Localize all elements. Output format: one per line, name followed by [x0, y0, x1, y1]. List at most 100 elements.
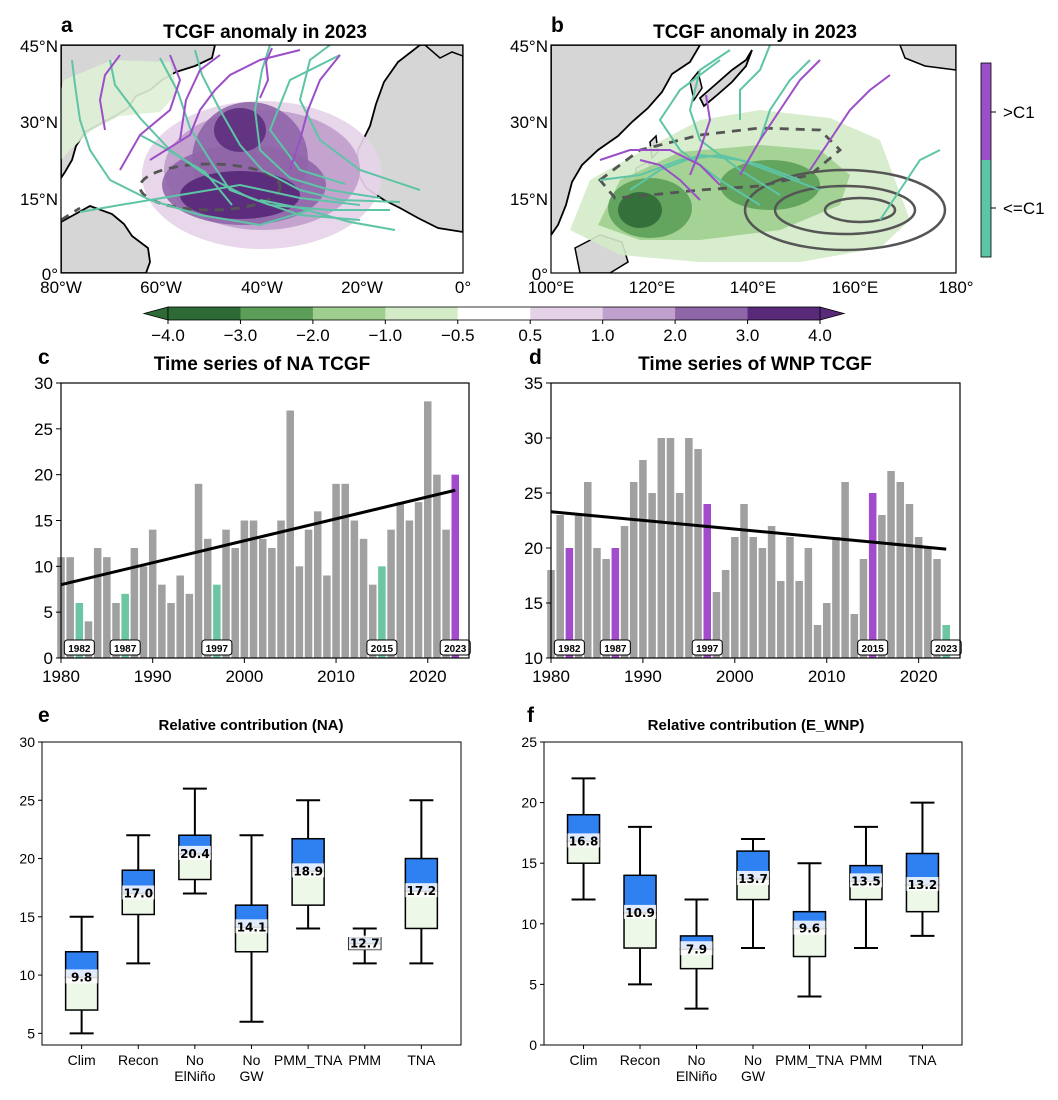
y-tick-label: 30	[524, 429, 543, 448]
legend-label-c1plus: >C1	[1003, 103, 1035, 122]
bar	[112, 603, 120, 658]
colorbar-tick-label: −0.5	[441, 326, 475, 345]
colorbar-extend-min	[142, 306, 169, 321]
median-label: 17.2	[407, 884, 437, 898]
panel-e-title: Relative contribution (NA)	[158, 717, 343, 734]
bar	[414, 502, 423, 658]
bar	[176, 575, 184, 658]
event-label: 1987	[114, 644, 137, 655]
bar	[359, 538, 368, 658]
x-tick-label: No	[186, 1052, 204, 1068]
bar	[93, 548, 102, 658]
land-south-america	[61, 205, 151, 273]
median-label: 13.5	[851, 874, 881, 888]
lat-tick: 30°N	[20, 113, 58, 132]
median-label-bg	[122, 885, 155, 900]
bar	[378, 566, 386, 658]
bar	[286, 410, 294, 658]
bar	[332, 483, 340, 658]
bar	[813, 625, 822, 658]
trend-line	[550, 510, 947, 551]
bar	[712, 592, 721, 658]
x-tick-label: GW	[741, 1068, 766, 1084]
panel-a-title: TCGF anomaly in 2023	[163, 22, 367, 43]
bar	[675, 493, 684, 658]
median-label-bg	[348, 935, 381, 950]
median-label: 9.8	[71, 970, 92, 984]
panel-c-letter: c	[38, 346, 50, 369]
event-label-box	[553, 639, 585, 656]
colorbar-tick-label: −4.0	[151, 326, 185, 345]
lon-tick: 100°E	[528, 278, 575, 297]
bar	[620, 526, 629, 658]
x-tick-label: Recon	[620, 1052, 660, 1068]
legend-swatch-c1minus	[981, 160, 991, 257]
lon-tick: 180°	[938, 278, 973, 297]
bar	[639, 460, 647, 658]
bar	[185, 593, 194, 658]
tc-tracks-b	[599, 45, 941, 221]
lon-tick: 0°	[455, 278, 471, 297]
event-label-box	[599, 639, 631, 656]
x-tick-label: 1990	[134, 667, 172, 686]
y-tick-label: 5	[529, 976, 537, 992]
median-label-bg	[405, 883, 438, 898]
lon-tick: 80°W	[40, 278, 82, 297]
x-tick-label: 1990	[624, 667, 662, 686]
bar	[786, 537, 794, 658]
y-tick-label: 5	[27, 1025, 35, 1041]
panel-b-lon-ticks: 100°E 120°E 140°E 160°E 180°	[528, 278, 974, 297]
y-tick-label: 5	[44, 603, 53, 622]
bar	[859, 559, 868, 658]
median-label-bg	[849, 873, 882, 888]
x-tick-label: Clim	[570, 1052, 598, 1068]
colorbar-tick-label: 4.0	[808, 326, 832, 345]
y-tick-label: 25	[524, 484, 543, 503]
colorbar-segment	[747, 307, 821, 320]
y-tick-label: 15	[34, 512, 53, 531]
bar	[249, 520, 258, 658]
x-tick-label: 2010	[317, 667, 355, 686]
median-label: 18.9	[293, 864, 323, 878]
bar	[130, 548, 139, 658]
bar	[832, 537, 840, 658]
y-tick-label: 0	[44, 649, 53, 668]
event-label-box	[201, 639, 233, 656]
colorbar-segment	[457, 307, 531, 320]
bar	[75, 603, 84, 658]
bar	[433, 474, 441, 658]
median-label: 12.7	[350, 937, 380, 951]
lat-tick: 30°N	[510, 113, 548, 132]
bar	[758, 548, 767, 658]
y-tick-label: 30	[34, 374, 53, 393]
lon-tick: 60°W	[140, 278, 182, 297]
bar	[740, 504, 748, 658]
event-label: 1997	[696, 644, 719, 655]
panel-f-letter: f	[527, 704, 535, 727]
colorbar-segment	[385, 307, 459, 320]
bar	[841, 482, 849, 658]
event-label: 1982	[68, 644, 91, 655]
bar	[258, 538, 267, 658]
chart-e: e Relative contribution (NA) 9.8 Clim 17.0…	[19, 704, 462, 1084]
lat-tick: 45°N	[20, 37, 58, 56]
axes-frame	[41, 741, 462, 1046]
panel-a-lon-ticks: 80°W 60°W 40°W 20°W 0°	[40, 278, 471, 297]
median-label-bg	[906, 877, 939, 892]
bar	[148, 529, 157, 658]
bar	[295, 566, 304, 658]
bar	[323, 575, 331, 658]
bar	[933, 559, 941, 658]
median-label: 13.7	[738, 872, 768, 886]
bar	[878, 515, 886, 658]
x-tick-label: No	[688, 1052, 706, 1068]
x-tick-label: 2010	[808, 667, 846, 686]
bar	[648, 493, 656, 658]
trend-line	[60, 488, 456, 587]
colorbar-tick-label: −1.0	[369, 326, 403, 345]
bar	[313, 511, 322, 658]
colorbar-tick-label: 0.5	[518, 326, 542, 345]
x-tick-label: TNA	[908, 1052, 937, 1068]
bar	[914, 537, 923, 658]
bar	[721, 570, 730, 658]
